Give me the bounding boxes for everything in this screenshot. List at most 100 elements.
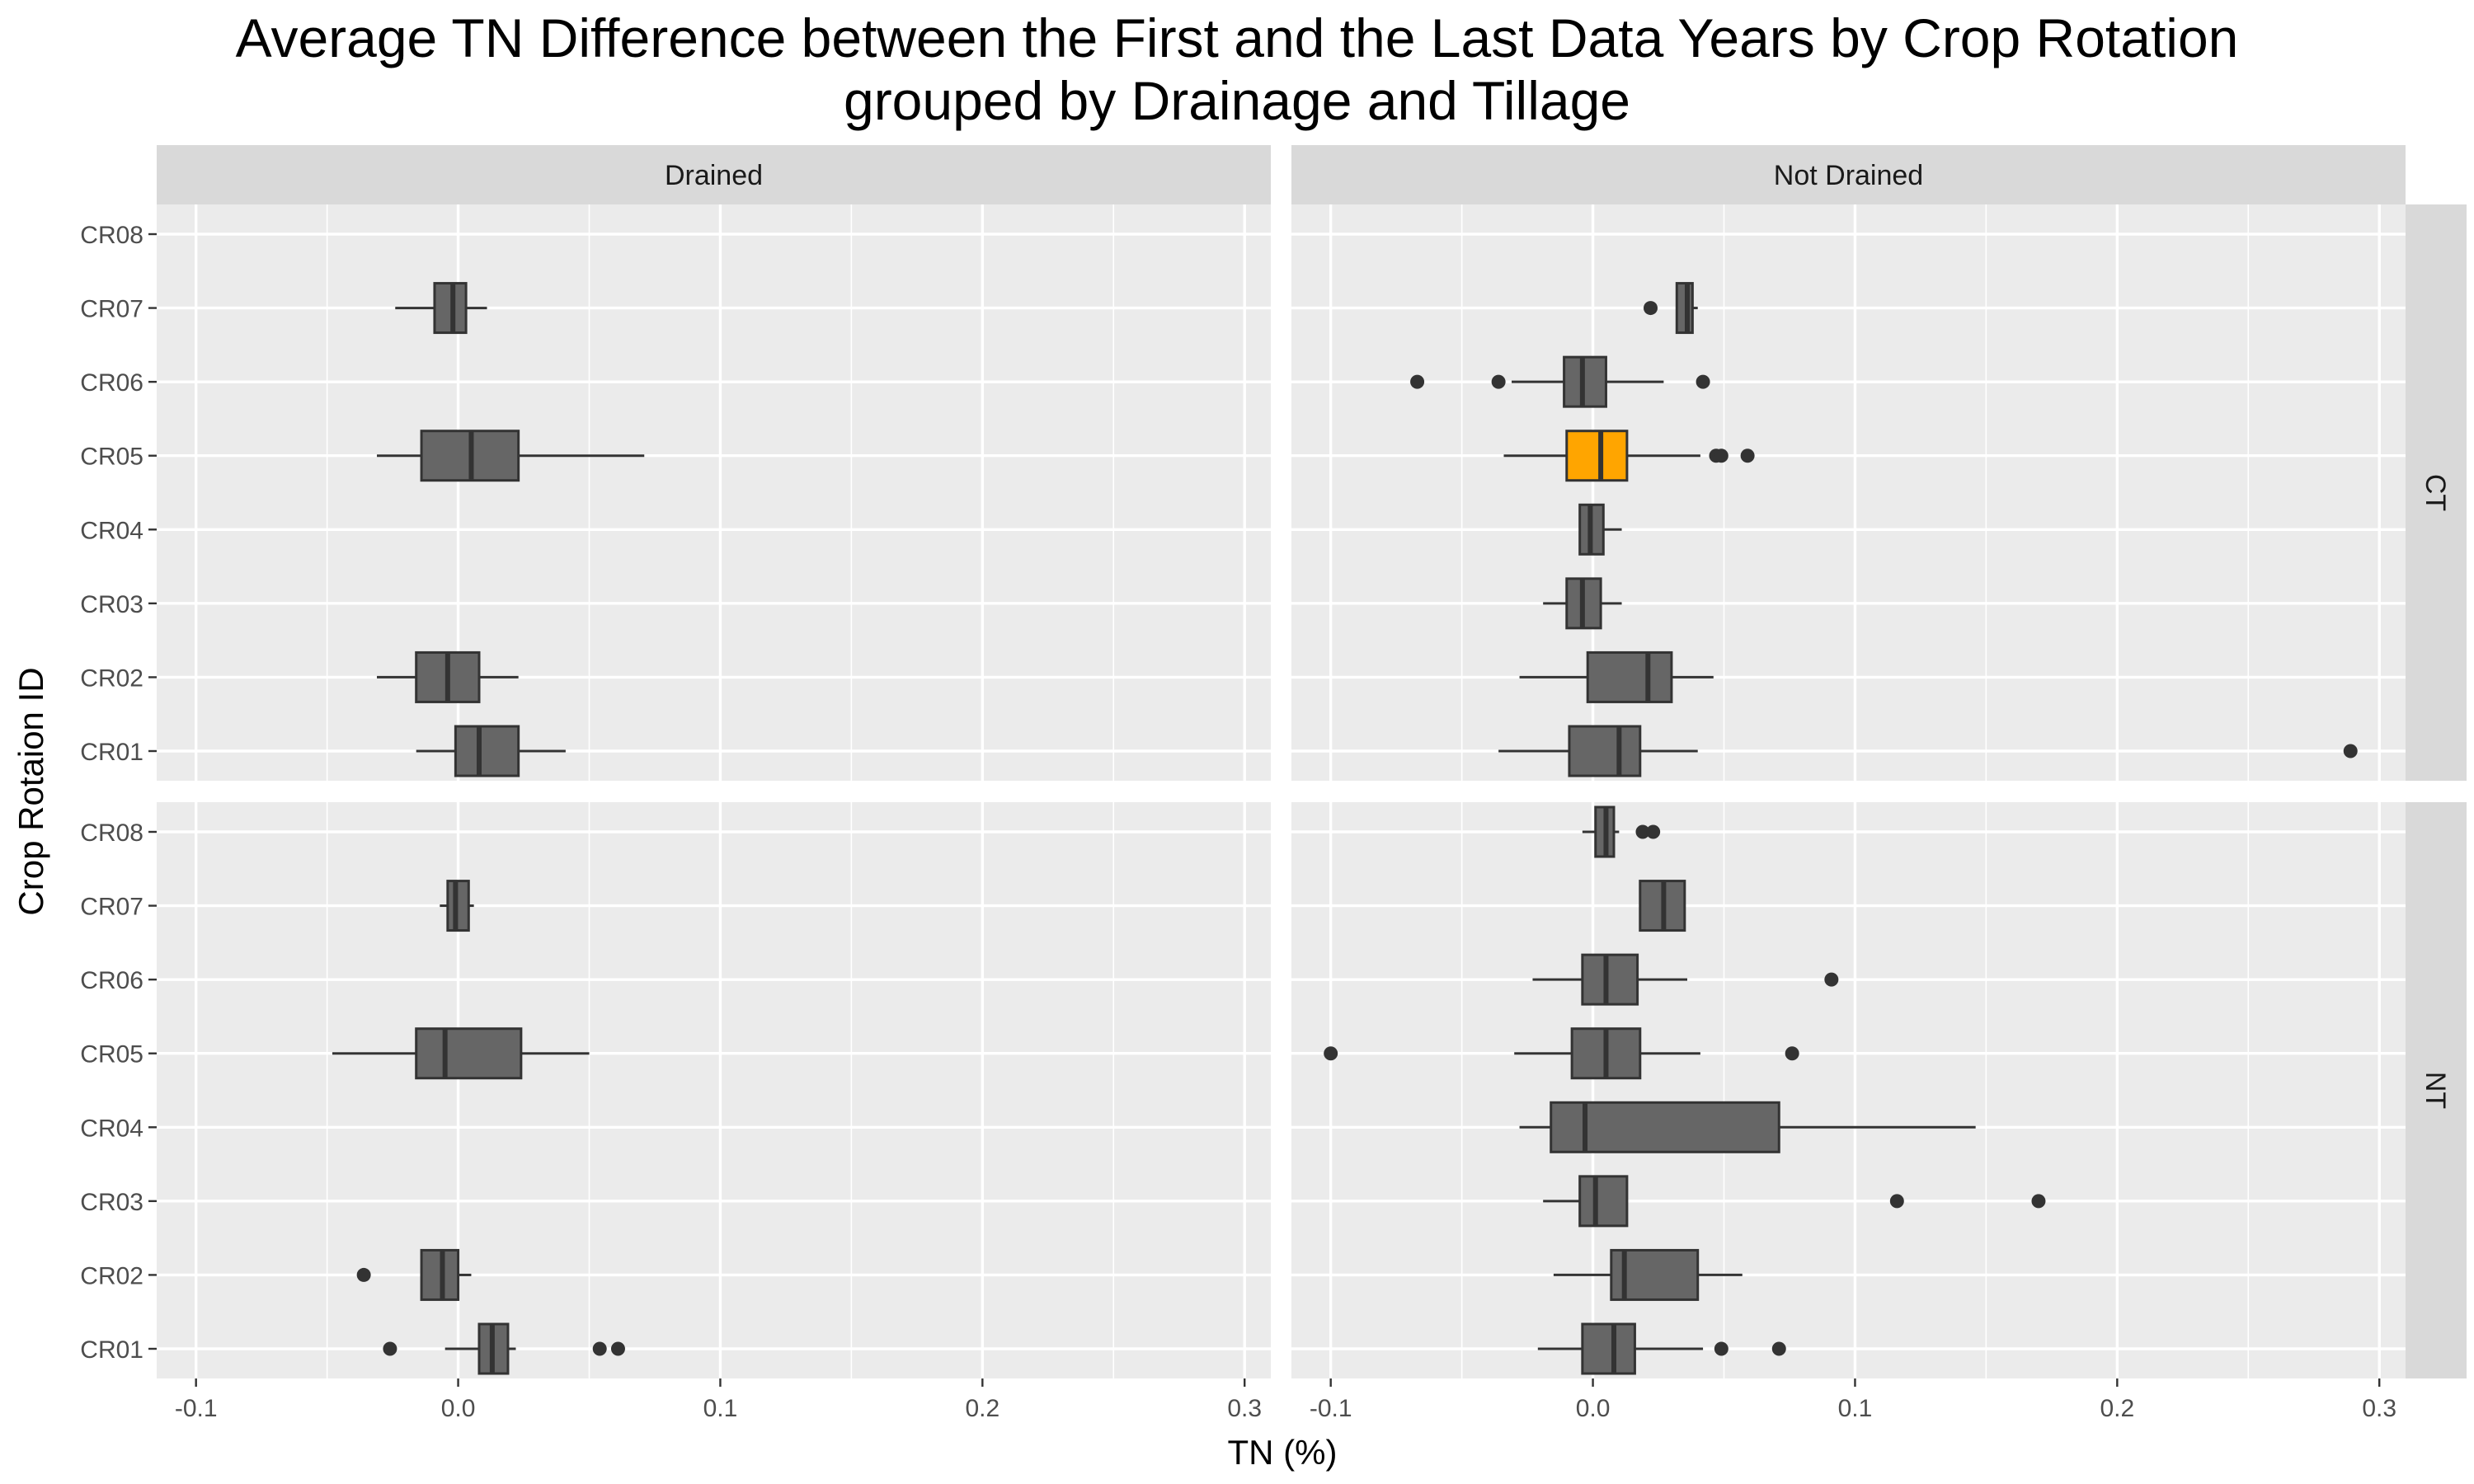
panel-drained-ct <box>157 204 1271 781</box>
x-tick-label: 0.1 <box>1838 1395 1873 1422</box>
x-tick-label: 0.0 <box>1576 1395 1611 1422</box>
box-not-drained-ct-cr05 <box>1503 430 1755 482</box>
y-tick-label-cr01: CR01 <box>80 1336 143 1364</box>
box-drained-nt-cr02-outlier <box>356 1267 371 1282</box>
box-not-drained-ct-cr06-outlier <box>1696 374 1710 389</box>
box-not-drained-ct-cr05-iqr <box>1565 430 1629 482</box>
box-drained-nt-cr05-iqr <box>415 1027 523 1080</box>
box-not-drained-ct-cr01 <box>1498 725 2358 777</box>
box-not-drained-nt-cr08 <box>1582 805 1661 858</box>
y-tick-label-cr06: CR06 <box>80 967 143 994</box>
y-tick-label-cr04: CR04 <box>80 1115 143 1142</box>
x-tick-label: -0.1 <box>1310 1395 1352 1422</box>
box-drained-nt-cr02-iqr <box>420 1248 460 1301</box>
panel-not-drained-ct-background <box>1291 204 2406 781</box>
box-drained-ct-cr01 <box>416 725 566 777</box>
y-tick-label-cr04: CR04 <box>80 517 143 544</box>
y-tick-label-cr05: CR05 <box>80 444 143 471</box>
box-not-drained-nt-cr05-outlier <box>1324 1046 1338 1061</box>
panel-not-drained-nt-background <box>1291 802 2406 1378</box>
box-not-drained-nt-cr07 <box>1639 880 1686 932</box>
box-drained-nt-cr02 <box>356 1248 472 1301</box>
strip-label-nt: NT <box>2420 1072 2451 1109</box>
chart-title-line-1: Average TN Difference between the First … <box>235 7 2239 68</box>
y-tick-label-cr07: CR07 <box>80 894 143 921</box>
box-not-drained-nt-cr03 <box>1543 1175 2046 1228</box>
x-tick-label: -0.1 <box>175 1395 218 1422</box>
box-drained-nt-cr01-outlier <box>592 1341 607 1356</box>
box-drained-nt-cr07 <box>440 880 474 932</box>
y-tick-label-cr02: CR02 <box>80 665 143 692</box>
box-drained-ct-cr01-iqr <box>454 725 520 777</box>
y-tick-label-cr02: CR02 <box>80 1262 143 1289</box>
box-not-drained-nt-cr01-outlier <box>1714 1341 1729 1356</box>
chart-title-line-2: grouped by Drainage and Tillage <box>843 70 1630 131</box>
box-drained-ct-cr07 <box>395 282 487 335</box>
box-not-drained-nt-cr01 <box>1537 1322 1786 1375</box>
box-drained-ct-cr07-iqr <box>433 282 468 335</box>
box-not-drained-nt-cr05-outlier <box>1785 1046 1799 1061</box>
y-tick-label-cr06: CR06 <box>80 369 143 397</box>
panels-layer <box>148 145 2467 1387</box>
box-not-drained-nt-cr06-iqr <box>1581 953 1639 1006</box>
box-not-drained-ct-cr05-outlier <box>1740 448 1755 463</box>
box-not-drained-ct-cr02 <box>1519 650 1714 703</box>
box-drained-ct-cr02 <box>377 650 519 703</box>
box-not-drained-nt-cr05 <box>1324 1027 1799 1080</box>
box-not-drained-nt-cr02 <box>1553 1248 1743 1301</box>
strip-label-ct: CT <box>2420 474 2451 511</box>
strip-drained-background <box>157 145 1271 204</box>
box-not-drained-nt-cr06 <box>1532 953 1839 1006</box>
x-tick-label: 0.2 <box>965 1395 999 1422</box>
strip-ct-background <box>2406 204 2467 781</box>
box-not-drained-ct-cr01-outlier <box>2343 744 2358 758</box>
marks-layer <box>332 282 2358 1375</box>
box-not-drained-ct-cr05-outlier <box>1714 448 1729 463</box>
box-not-drained-ct-cr02-iqr <box>1586 650 1673 703</box>
panel-not-drained-ct <box>1291 204 2406 781</box>
box-drained-nt-cr01-outlier <box>610 1341 625 1356</box>
box-drained-nt-cr01 <box>383 1322 625 1375</box>
box-not-drained-ct-cr07-iqr <box>1675 282 1694 335</box>
box-not-drained-ct-cr06-outlier <box>1410 374 1425 389</box>
box-not-drained-ct-cr07 <box>1643 282 1698 335</box>
x-tick-label: 0.0 <box>441 1395 476 1422</box>
y-tick-label-cr03: CR03 <box>80 591 143 618</box>
box-not-drained-nt-cr01-outlier <box>1771 1341 1786 1356</box>
box-not-drained-ct-cr06-outlier <box>1491 374 1506 389</box>
y-tick-label-cr03: CR03 <box>80 1189 143 1216</box>
y-tick-label-cr08: CR08 <box>80 819 143 847</box>
box-not-drained-nt-cr03-outlier <box>1889 1194 1904 1209</box>
box-not-drained-ct-cr06 <box>1410 355 1710 408</box>
text-layer: TN (%) Crop Rotaion ID Drained Not Draine… <box>12 160 2451 1472</box>
box-not-drained-ct-cr04 <box>1578 503 1622 556</box>
x-axis-title: TN (%) <box>1228 1433 1338 1472</box>
x-tick-label: 0.3 <box>2362 1395 2396 1422</box>
panel-not-drained-nt <box>1291 802 2406 1378</box>
box-not-drained-nt-cr08-outlier <box>1646 824 1661 839</box>
panel-drained-nt <box>157 802 1271 1378</box>
y-tick-label-cr08: CR08 <box>80 222 143 249</box>
panel-drained-ct-background <box>157 204 1271 781</box>
box-not-drained-nt-cr03-outlier <box>2031 1194 2046 1209</box>
box-not-drained-nt-cr01-iqr <box>1581 1322 1636 1375</box>
y-tick-label-cr05: CR05 <box>80 1041 143 1068</box>
x-tick-label: 0.1 <box>703 1395 738 1422</box>
chart-title: Average TN Difference between the First … <box>0 7 2474 132</box>
box-drained-nt-cr01-outlier <box>383 1341 397 1356</box>
box-not-drained-ct-cr07-outlier <box>1643 301 1658 316</box>
box-not-drained-nt-cr04 <box>1519 1101 1976 1153</box>
y-axis-title: Crop Rotaion ID <box>12 667 50 915</box>
box-drained-nt-cr05 <box>332 1027 590 1080</box>
box-not-drained-nt-cr04-iqr <box>1550 1101 1780 1153</box>
box-not-drained-nt-cr03-iqr <box>1578 1175 1629 1228</box>
box-not-drained-ct-cr01-iqr <box>1568 725 1642 777</box>
strip-not-drained-background <box>1291 145 2406 204</box>
strip-nt-background <box>2406 802 2467 1378</box>
box-not-drained-nt-cr08-outlier <box>1635 824 1650 839</box>
box-not-drained-nt-cr06-outlier <box>1824 972 1839 987</box>
panel-drained-nt-background <box>157 802 1271 1378</box>
strip-label-drained: Drained <box>665 160 763 191</box>
x-tick-label: 0.3 <box>1227 1395 1262 1422</box>
